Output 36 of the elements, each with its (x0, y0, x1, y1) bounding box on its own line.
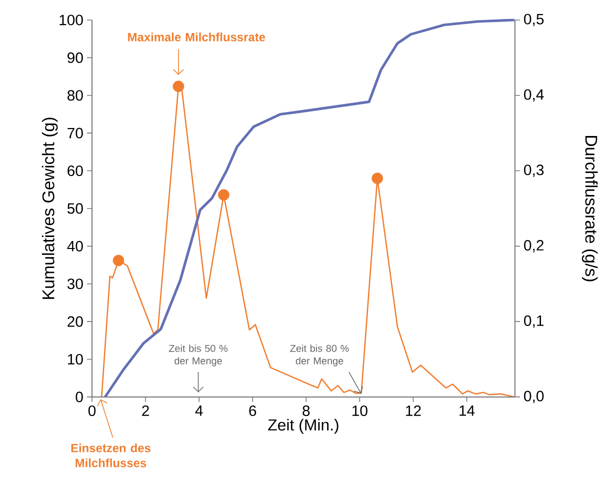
y2-tick-label: 0,4 (524, 89, 544, 102)
y-tick-label: 80 (68, 90, 83, 101)
y2-tick-label: 0,1 (524, 315, 544, 328)
x-tick-label: 8 (302, 405, 310, 416)
y-tick-label: 70 (68, 128, 83, 138)
x-tick-label: 2 (142, 405, 149, 416)
x-tick-label: 4 (195, 406, 203, 416)
x-tick-label: 0 (88, 405, 96, 416)
point (112, 254, 124, 266)
x-tick-label: 12 (406, 405, 421, 416)
y-axis-title: Kumulatives Gewicht (g) (42, 118, 58, 299)
y-tick-label: 50 (67, 203, 83, 214)
y-tick-label: 90 (68, 52, 83, 64)
y-tick-label: 0 (76, 392, 83, 402)
x-tick-label: 10 (352, 405, 368, 416)
y-tick-label: 20 (68, 316, 83, 327)
annotation: Einsetzen des Milchflusses (71, 444, 150, 468)
y2-tick-label: 0,3 (524, 164, 544, 177)
y2-tick-label: 0,2 (524, 240, 544, 252)
annotation: Zeit bis 80 % der Menge (290, 344, 349, 366)
point (372, 172, 384, 184)
point (218, 189, 230, 201)
y2-axis-title: Durchflussrate (g/s) (582, 136, 598, 282)
y-tick-label: 40 (67, 240, 83, 252)
y-tick-label: 100 (60, 14, 83, 26)
y2-tick-label: 0,5 (524, 14, 544, 26)
y2-tick-label: 0,0 (524, 390, 544, 404)
y-tick-label: 30 (67, 278, 83, 290)
x-tick-label: 6 (249, 405, 256, 416)
x-axis-title: Zeit (Min.) (268, 418, 338, 434)
point (172, 80, 184, 92)
annotation: Maximale Milchflussrate (128, 32, 266, 42)
y-tick-label: 60 (68, 166, 83, 176)
y-tick-label: 10 (68, 354, 83, 365)
x-tick-label: 14 (460, 406, 475, 416)
annotation: Zeit bis 50 % der Menge (168, 344, 228, 366)
